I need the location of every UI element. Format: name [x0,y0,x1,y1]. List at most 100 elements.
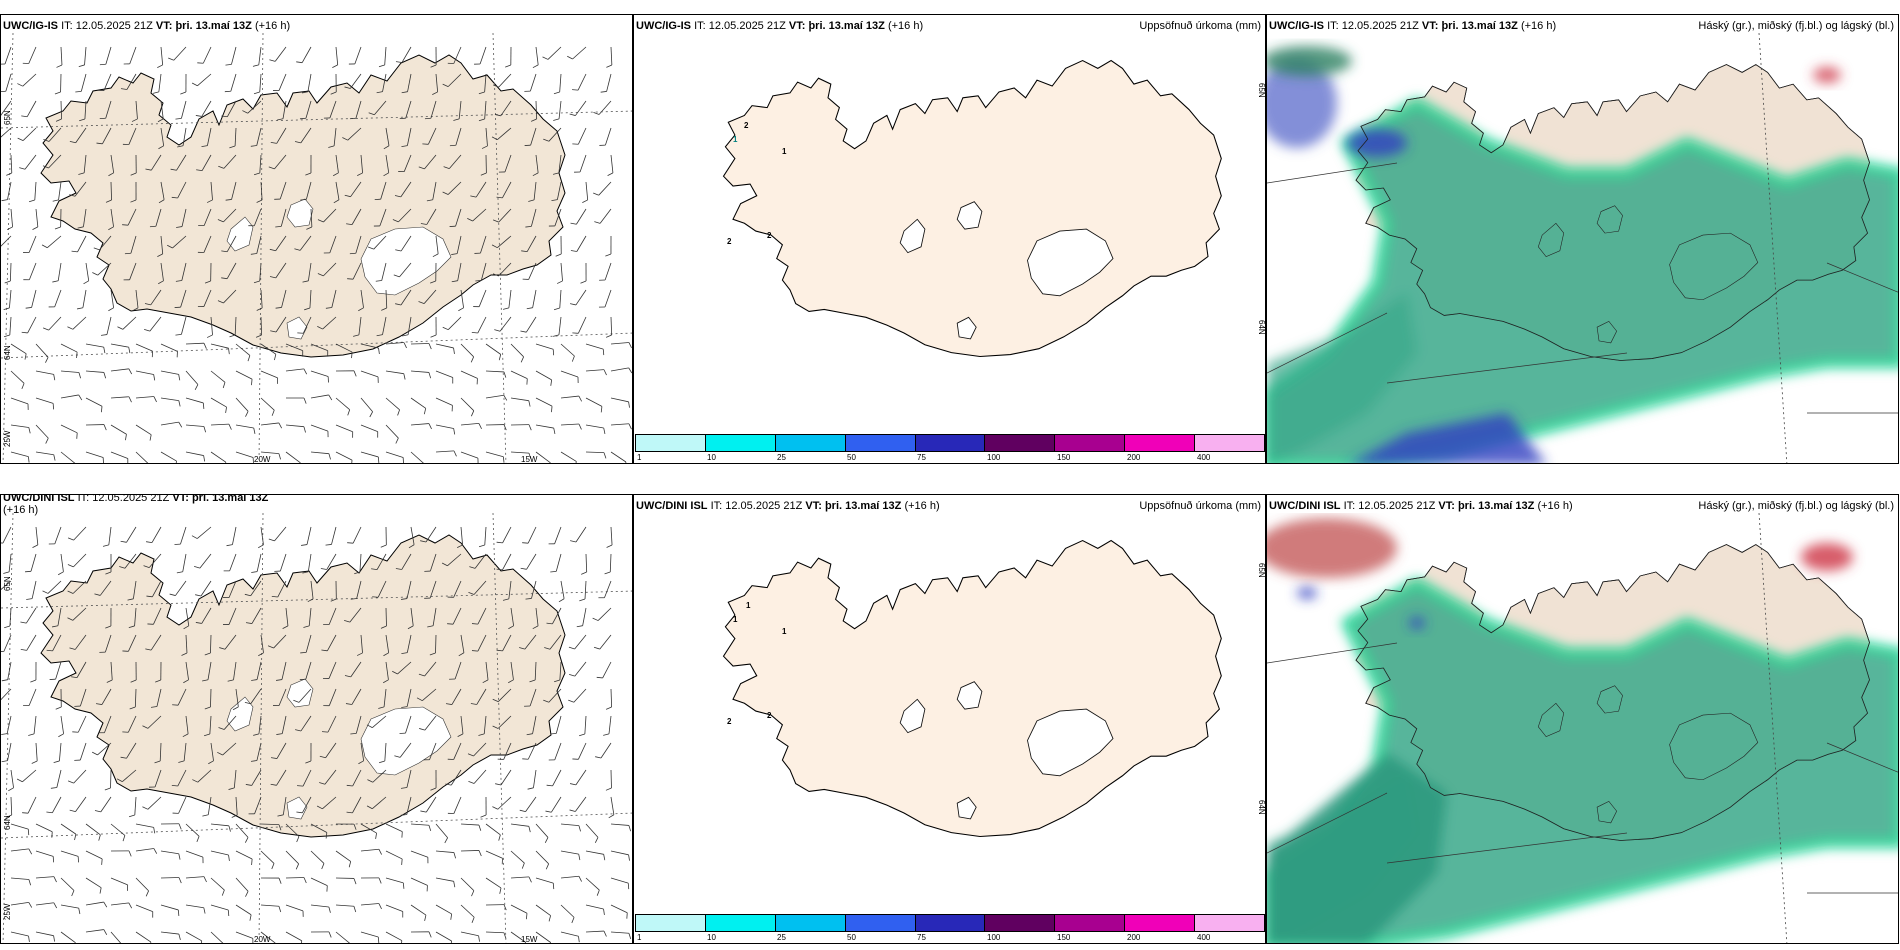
lat-label-65n: 65N [1257,563,1266,578]
graticule-line [1,812,632,839]
lat-label-64n: 64N [1257,800,1266,815]
mid-cloud-layer [1267,58,1546,463]
precip-panel-bottom: UWC/DINI ISL IT: 12.05.2025 21Z VT: þri.… [633,494,1266,944]
graticule-line [492,33,507,463]
lat-label-64n: 64N [3,345,12,360]
panel-title: UWC/DINI ISL IT: 12.05.2025 21Z VT: þri.… [1269,500,1573,512]
glacier-outline [360,226,452,296]
graticule-line [1758,513,1788,943]
high-cloud-layer [1267,518,1853,578]
high-cloud-layer [1267,46,1841,83]
precip-colorbar [635,914,1265,932]
station-value: 2 [767,711,772,720]
wind-panel-top: UWC/IG-IS IT: 12.05.2025 21Z VT: þri. 13… [0,14,633,464]
wind-barb-map [1,33,632,463]
colorbar-swatch [915,915,986,931]
boundary-line [1267,792,1388,854]
iceland-landmass [722,539,1222,838]
colorbar-tick-label: 10 [707,933,716,942]
station-value: 1 [733,135,738,144]
boundary-line [1386,832,1628,864]
lat-label-65n: 65N [3,110,12,125]
glacier-outline [956,316,977,340]
lon-label-15w: 15W [521,455,538,464]
lon-label-25w: 25W [3,430,12,447]
precip-map [634,33,1265,445]
cloud-cover-map [1267,33,1898,463]
colorbar-tick-label: 400 [1197,933,1211,942]
glacier-outline [360,706,452,776]
panel-title: UWC/DINI ISL IT: 12.05.2025 21Z VT: þri.… [3,494,269,516]
boundary-line [1826,742,1898,773]
iceland-landmass [722,59,1222,358]
lon-label-25w: 25W [3,903,12,920]
graticule-line [492,513,507,943]
station-value: 2 [744,121,749,130]
cloud-title: Háský (gr.), miðský (fj.bl.) og lágský (… [1698,20,1894,32]
coastline-overlay [1355,544,1870,841]
colorbar-swatch [985,915,1056,931]
colorbar-tick-label: 150 [1057,933,1071,942]
panel-title: UWC/IG-IS IT: 12.05.2025 21Z VT: þri. 13… [1269,20,1557,32]
station-value: 2 [767,231,772,240]
mid-cloud-layer [1297,587,1425,629]
colorbar-tick-label: 25 [777,933,786,942]
colorbar-swatch [705,915,776,931]
panel-title: UWC/DINI ISL IT: 12.05.2025 21Z VT: þri.… [636,500,940,512]
station-value: 2 [727,237,732,246]
low-cloud-layer [1267,97,1898,463]
colorbar-swatch [1195,915,1265,931]
coastline-overlay [1355,64,1870,361]
colorbar-tick-label: 75 [917,933,926,942]
boundary-line [1386,352,1628,384]
lat-label-64n: 64N [3,815,12,830]
boundary-line [1267,312,1388,374]
colorbar-swatch [1195,435,1265,451]
boundary-line [1826,262,1898,293]
colorbar-swatch [1125,915,1196,931]
station-value: 1 [782,147,787,156]
colorbar-tick-label: 200 [1127,933,1141,942]
station-value: 1 [746,601,751,610]
graticule-line [1,590,632,609]
precip-title: Uppsöfnuð úrkoma (mm) [1139,20,1261,32]
glacier-outline [899,698,926,734]
colorbar-ticks: 1 10 25 50 75 100 150 200 400 [635,453,1265,463]
cloud-panel-top: UWC/IG-IS IT: 12.05.2025 21Z VT: þri. 13… [1266,14,1899,464]
boundary-line [1267,642,1398,664]
colorbar-tick-label: 10 [707,453,716,462]
glacier-outline [956,201,983,230]
glacier-outline [226,216,254,252]
wind-barbs [1,526,632,943]
colorbar-tick-label: 50 [847,933,856,942]
precip-map [634,513,1265,925]
graticule-line [258,33,264,463]
graticule-line [258,513,264,943]
glacier-outline [286,796,308,820]
lat-label-65n: 65N [1257,83,1266,98]
station-value: 2 [727,717,732,726]
glacier-outline [1027,228,1114,297]
precip-colorbar [635,434,1265,452]
colorbar-swatch [845,915,916,931]
lon-label-15w: 15W [521,935,538,944]
wind-panel-bottom: UWC/DINI ISL IT: 12.05.2025 21Z VT: þri.… [0,494,633,944]
glacier-outline [899,218,926,254]
lon-label-20w: 20W [254,455,271,464]
glacier-outline [956,796,977,820]
graticule-line [1,110,632,129]
colorbar-swatch [1055,915,1126,931]
colorbar-tick-label: 75 [917,453,926,462]
iceland-landmass [40,534,566,838]
cloud-title: Háský (gr.), miðský (fj.bl.) og lágský (… [1698,500,1894,512]
colorbar-tick-label: 100 [987,933,1001,942]
lat-label-65n: 65N [3,576,12,591]
colorbar-tick-label: 100 [987,453,1001,462]
glacier-outline [1027,708,1114,777]
colorbar-tick-label: 1 [637,933,642,942]
colorbar-swatch [915,435,986,451]
colorbar-swatch [636,435,706,451]
boundary-line [1267,162,1398,184]
glacier-outline [956,681,983,710]
colorbar-swatch [705,435,776,451]
